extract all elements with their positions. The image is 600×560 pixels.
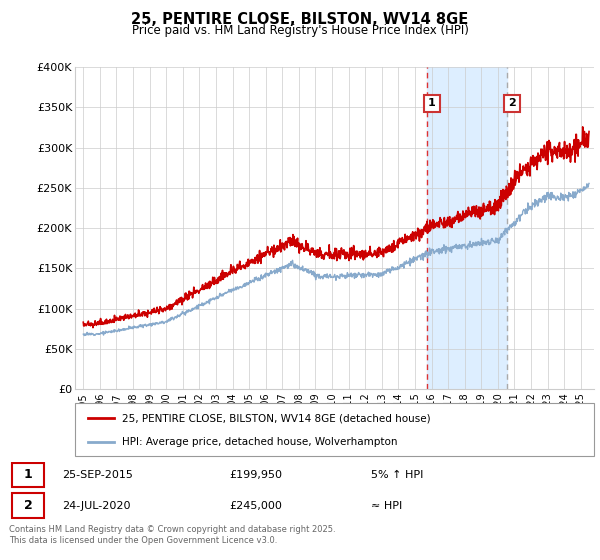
Text: 5% ↑ HPI: 5% ↑ HPI xyxy=(371,470,423,480)
Text: 25-SEP-2015: 25-SEP-2015 xyxy=(62,470,133,480)
Text: 2: 2 xyxy=(508,99,516,109)
Text: Price paid vs. HM Land Registry's House Price Index (HPI): Price paid vs. HM Land Registry's House … xyxy=(131,24,469,36)
FancyBboxPatch shape xyxy=(75,403,594,456)
Text: 24-JUL-2020: 24-JUL-2020 xyxy=(62,501,130,511)
Text: £245,000: £245,000 xyxy=(229,501,283,511)
Text: 1: 1 xyxy=(23,468,32,482)
Text: ≈ HPI: ≈ HPI xyxy=(371,501,402,511)
FancyBboxPatch shape xyxy=(12,463,44,487)
Text: Contains HM Land Registry data © Crown copyright and database right 2025.
This d: Contains HM Land Registry data © Crown c… xyxy=(9,525,335,545)
Bar xyxy=(427,67,507,389)
Text: £199,950: £199,950 xyxy=(229,470,283,480)
Text: 2: 2 xyxy=(23,499,32,512)
Text: 25, PENTIRE CLOSE, BILSTON, WV14 8GE: 25, PENTIRE CLOSE, BILSTON, WV14 8GE xyxy=(131,12,469,27)
FancyBboxPatch shape xyxy=(12,493,44,518)
Text: HPI: Average price, detached house, Wolverhampton: HPI: Average price, detached house, Wolv… xyxy=(122,436,397,446)
Text: 25, PENTIRE CLOSE, BILSTON, WV14 8GE (detached house): 25, PENTIRE CLOSE, BILSTON, WV14 8GE (de… xyxy=(122,413,430,423)
Text: 1: 1 xyxy=(428,99,436,109)
